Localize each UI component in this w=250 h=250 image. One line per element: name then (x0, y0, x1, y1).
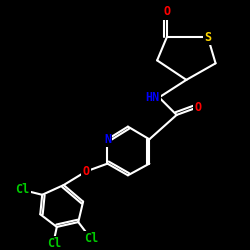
Text: O: O (82, 165, 89, 178)
Text: HN: HN (145, 91, 159, 104)
Text: N: N (104, 133, 111, 146)
Text: Cl: Cl (47, 237, 61, 250)
Text: Cl: Cl (84, 232, 98, 245)
Text: Cl: Cl (16, 184, 30, 196)
Text: S: S (204, 30, 211, 44)
Text: O: O (163, 5, 170, 18)
Text: O: O (194, 101, 202, 114)
